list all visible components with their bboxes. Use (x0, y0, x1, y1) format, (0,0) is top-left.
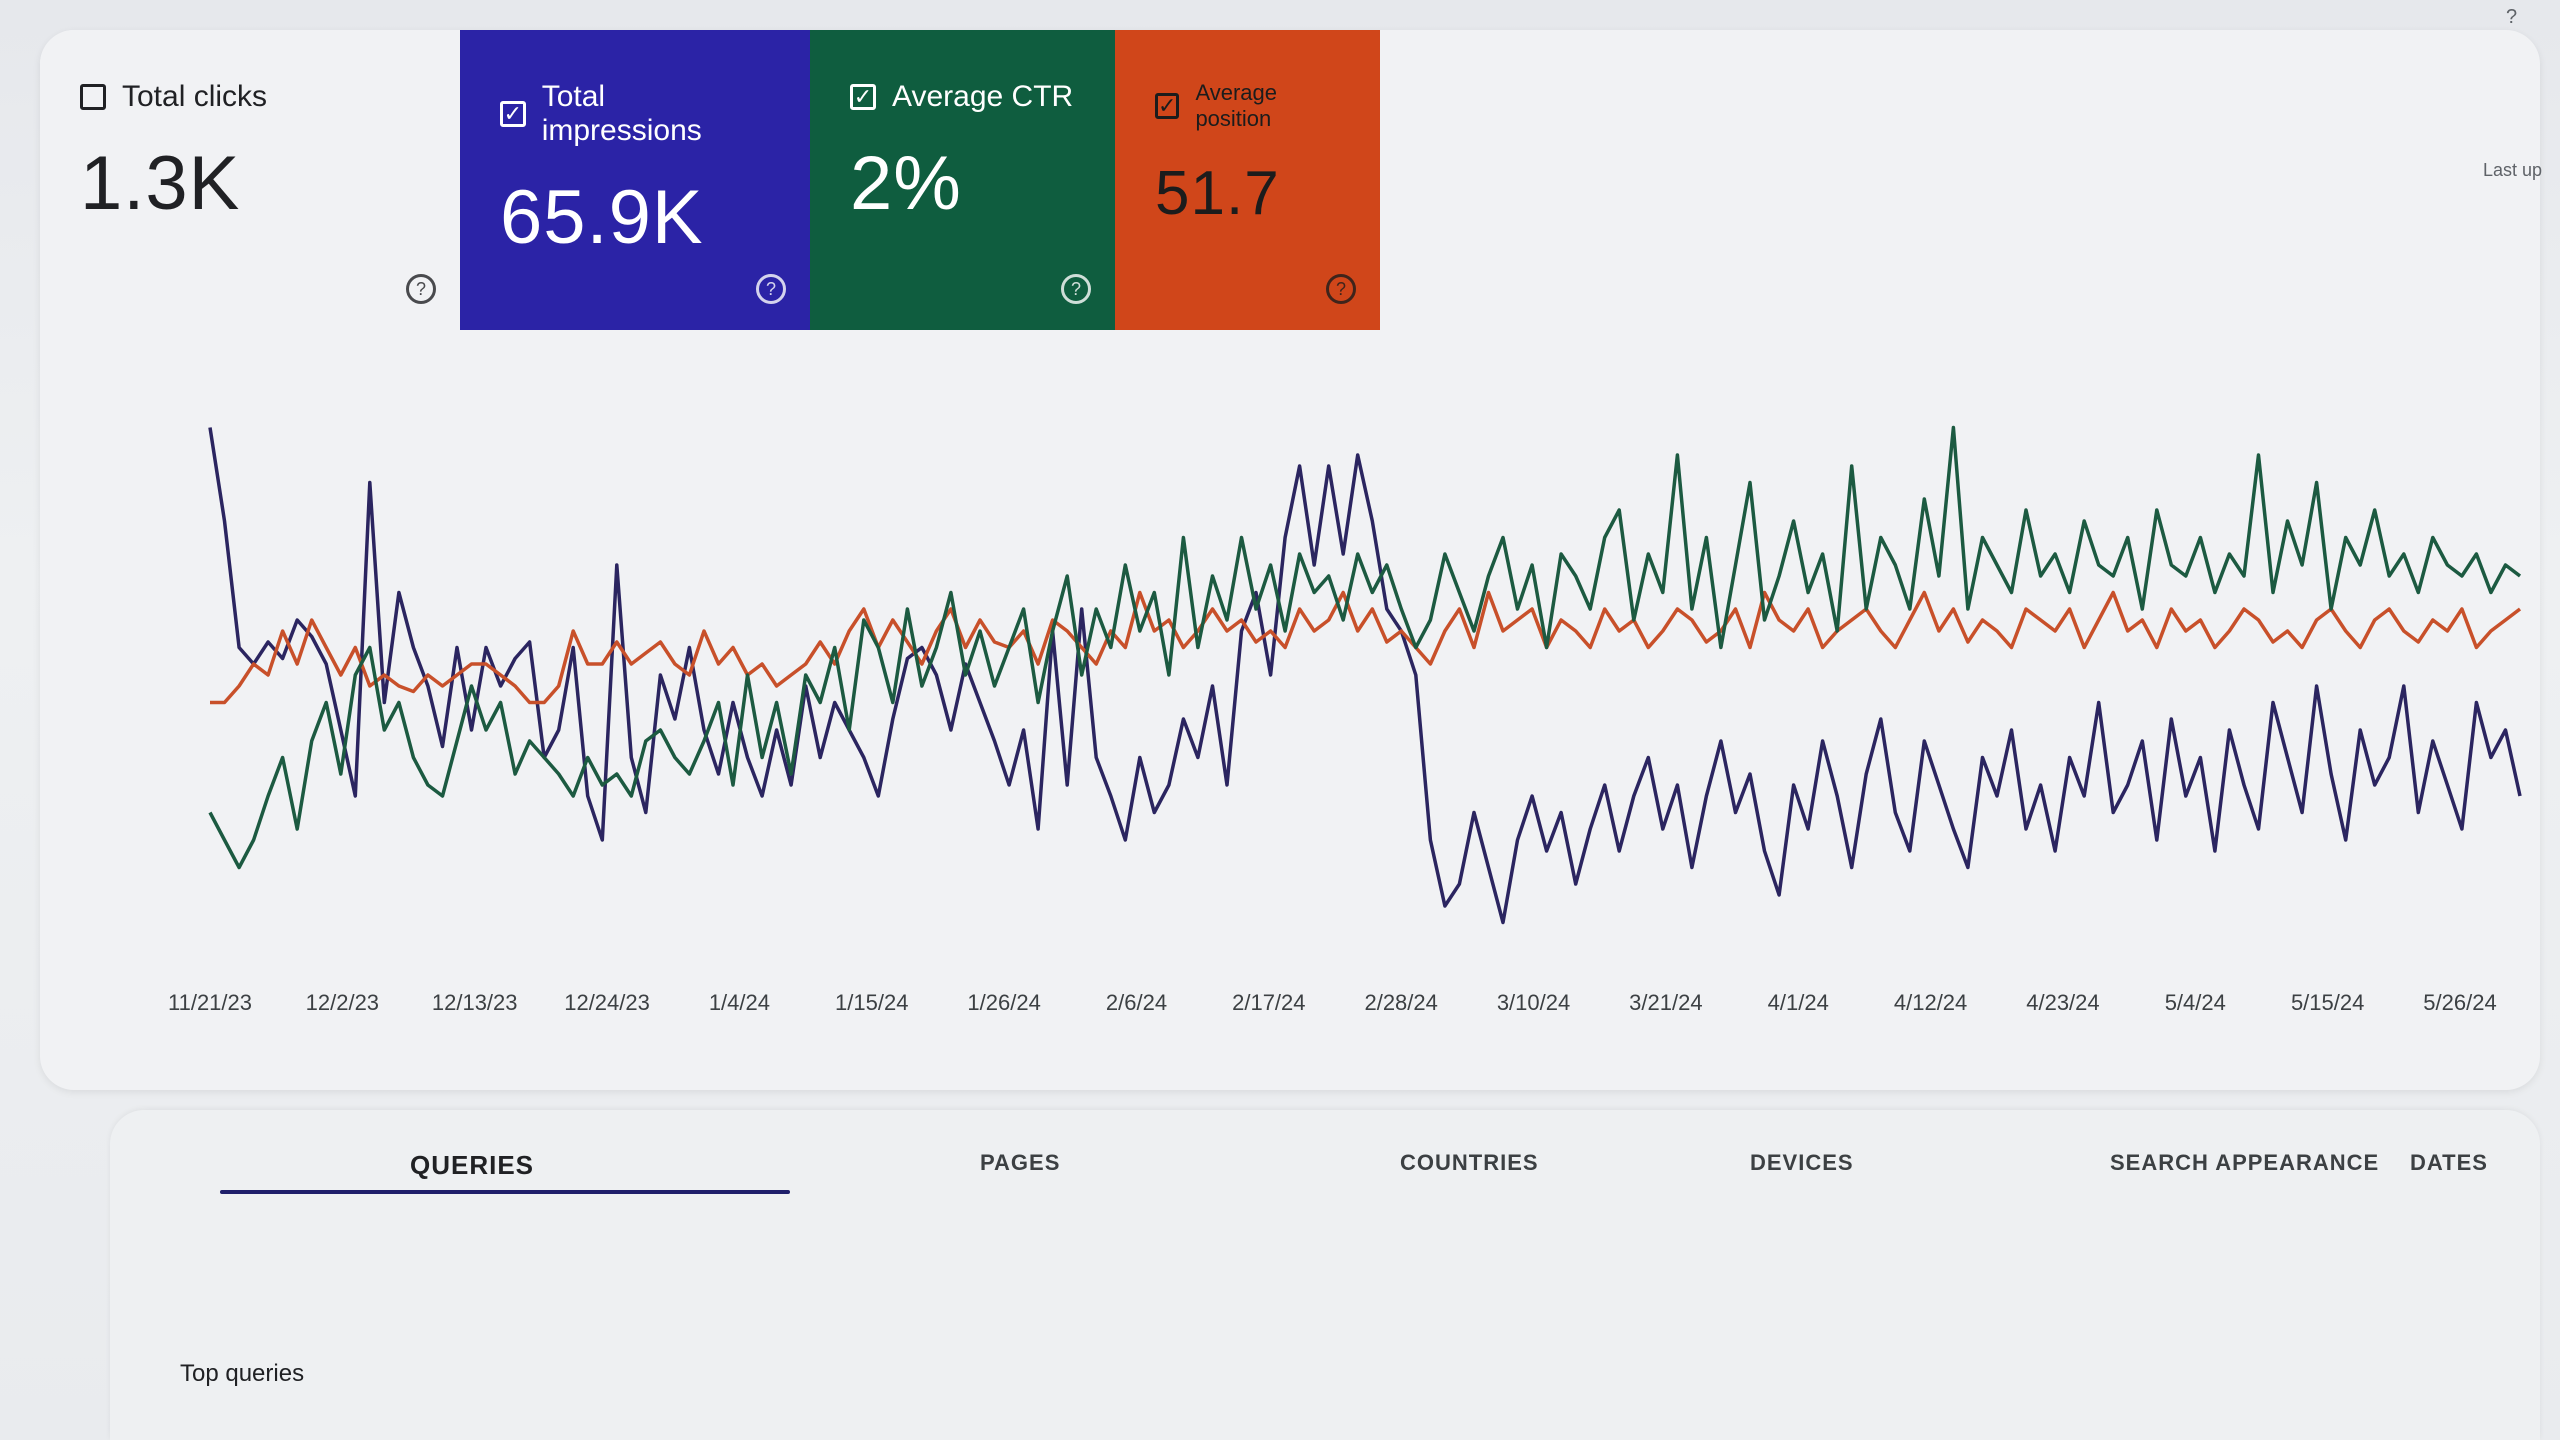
checkbox-checked-icon[interactable]: ✓ (1155, 93, 1180, 119)
x-tick-label: 12/2/23 (305, 990, 380, 1015)
metric-label: Average position (1195, 80, 1277, 131)
help-icon[interactable]: ? (1326, 274, 1356, 304)
tab-pages[interactable]: PAGES (980, 1150, 1061, 1175)
help-icon[interactable]: ? (406, 274, 436, 304)
x-tick-label: 3/10/24 (1496, 990, 1571, 1015)
tab-search-appearance[interactable]: SEARCH APPEARANCE (2110, 1150, 2380, 1175)
x-tick-label: 5/4/24 (2164, 990, 2226, 1015)
table-title: Top queries (180, 1360, 305, 1387)
report-tabs-card: QUERIES PAGES COUNTRIES DEVICES SEARCH APPEA… (110, 1110, 2540, 1440)
x-tick-label: 2/6/24 (1105, 990, 1168, 1015)
x-tick-label: 3/21/24 (1629, 990, 1703, 1015)
metric-total-impressions[interactable]: ✓ Total impressions 65.9K ? (460, 30, 810, 330)
checkbox-checked-icon[interactable]: ✓ (500, 101, 526, 127)
help-icon[interactable]: ? (756, 274, 786, 304)
x-tick-label: 11/21/23 (167, 990, 253, 1015)
series-line-position (210, 590, 2522, 705)
x-tick-label: 4/12/24 (1893, 990, 1968, 1015)
tab-devices[interactable]: DEVICES (1750, 1150, 1854, 1175)
series-line-ctr (208, 425, 2522, 870)
metric-label: Total clicks (122, 80, 268, 113)
x-axis: 11/21/23 12/2/23 12/13/23 12/24/23 1/4/24 1/1… (140, 990, 2540, 1040)
metric-average-position[interactable]: ✓ Average position 51.7 ? (1115, 30, 1380, 330)
x-tick-label: 1/26/24 (967, 990, 1041, 1015)
report-tabs: QUERIES PAGES COUNTRIES DEVICES SEARCH APPEA… (110, 1140, 2540, 1220)
active-tab-indicator (220, 1190, 790, 1194)
metric-value: 2% (850, 141, 962, 226)
performance-chart[interactable]: 11/21/23 12/2/23 12/13/23 12/24/23 1/4/24 1/1… (140, 380, 2540, 1060)
help-icon[interactable]: ? (2506, 6, 2518, 28)
metric-value: 1.3K (80, 141, 241, 226)
x-tick-label: 4/23/24 (2026, 990, 2100, 1015)
x-tick-label: 12/24/23 (564, 990, 650, 1015)
metric-selector: Total clicks 1.3K ? ✓ Total impressions … (40, 30, 1380, 330)
x-tick-label: 2/28/24 (1364, 990, 1438, 1015)
metric-value: 65.9K (500, 175, 704, 260)
last-updated-text: Last up (2482, 160, 2542, 180)
metric-label: Total impressions (541, 80, 702, 147)
tab-countries[interactable]: COUNTRIES (1400, 1150, 1539, 1175)
help-icon[interactable]: ? (1061, 274, 1091, 304)
tab-dates[interactable]: DATES (2410, 1150, 2488, 1175)
checkbox-checked-icon[interactable]: ✓ (850, 84, 876, 110)
x-tick-label: 4/1/24 (1767, 990, 1829, 1015)
metric-total-clicks[interactable]: Total clicks 1.3K ? (40, 30, 460, 330)
checkbox-icon[interactable] (80, 84, 106, 110)
metric-label: Average CTR (892, 80, 1074, 113)
series-line-impressions (208, 427, 2522, 925)
x-tick-label: 1/4/24 (708, 990, 770, 1015)
tab-queries[interactable]: QUERIES (410, 1150, 535, 1180)
x-tick-label: 12/13/23 (431, 990, 518, 1015)
x-tick-label: 5/26/24 (2423, 990, 2497, 1015)
x-tick-label: 5/15/24 (2290, 990, 2365, 1015)
x-tick-label: 2/17/24 (1232, 990, 1306, 1015)
metric-average-ctr[interactable]: ✓ Average CTR 2% ? (810, 30, 1115, 330)
chart-svg (208, 425, 2522, 925)
metric-value: 51.7 (1155, 159, 1280, 228)
x-tick-label: 1/15/24 (835, 990, 909, 1015)
